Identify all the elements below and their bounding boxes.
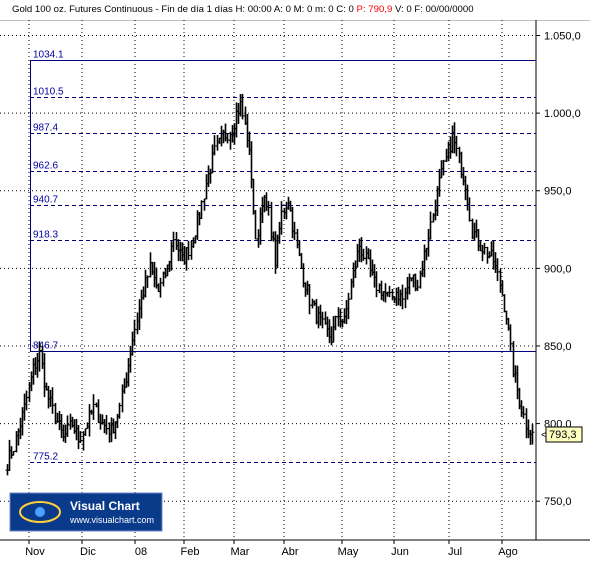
header-field-2: M: 0 [291, 4, 312, 15]
last-price-tag: < 793,3 [541, 426, 583, 443]
ohlc-bar [530, 424, 535, 445]
price-bars [5, 93, 535, 476]
y-tick-label: 750,0 [544, 496, 572, 508]
y-tick-label: 1.050,0 [544, 31, 581, 43]
header-field-7: F: 00/00/0000 [412, 4, 474, 15]
y-tick-label: 950,0 [544, 186, 572, 198]
last-price-value: 793,3 [549, 429, 577, 441]
header-field-6: V: 0 [392, 4, 411, 15]
x-axis: Nov Dic 08 Feb Mar Abr May Jun Jul Ago [25, 540, 518, 558]
header-field-0: H: 00:00 [235, 4, 271, 15]
logo-name: Visual Chart [70, 499, 140, 513]
header-field-3: m: 0 [312, 4, 333, 15]
header-bar: Gold 100 oz. Futures Continuous - Fin de… [0, 0, 590, 20]
x-tick-label: Jul [448, 546, 462, 558]
x-tick-label: Ago [498, 546, 518, 558]
last-price-arrow: < [541, 430, 547, 441]
level-label: 1010.5 [33, 87, 64, 98]
level-label: 987.4 [33, 123, 58, 134]
level-label: 775.2 [33, 452, 58, 463]
level-label: 940.7 [33, 195, 58, 206]
header-text: Gold 100 oz. Futures Continuous - Fin de… [12, 4, 474, 15]
header-field-4: C: 0 [334, 4, 354, 15]
x-tick-label: May [338, 546, 359, 558]
y-tick-label: 900,0 [544, 263, 572, 275]
x-tick-label: Dic [80, 546, 96, 558]
level-label: 962.6 [33, 161, 58, 172]
header-field-1: A: 0 [272, 4, 291, 15]
x-tick-label: Abr [281, 546, 298, 558]
header-symbol: Gold 100 oz. Futures Continuous [12, 4, 153, 15]
x-tick-label: Feb [181, 546, 200, 558]
fib-levels: 1034.1 1010.5 987.4 962.6 940.7 918.3 846.7 775… [30, 50, 536, 463]
x-tick-label: Nov [25, 546, 45, 558]
header-field-5: P: 790,9 [354, 4, 392, 15]
x-tick-label: Jun [391, 546, 409, 558]
level-label: 918.3 [33, 230, 58, 241]
grid [0, 20, 536, 540]
logo-swoosh-icon [19, 501, 61, 523]
last-price-box [545, 426, 583, 443]
visual-chart-logo: Visual Chart www.visualchart.com [9, 492, 163, 532]
level-label: 846.7 [33, 341, 58, 352]
x-tick-label: 08 [135, 546, 147, 558]
header-timeframe: Fin de día 1 días [161, 4, 233, 15]
y-tick-label: 850,0 [544, 341, 572, 353]
y-tick-label: 1.000,0 [544, 108, 581, 120]
logo-globe-icon [35, 507, 45, 517]
x-tick-label: Mar [231, 546, 250, 558]
logo-url: www.visualchart.com [69, 515, 154, 525]
level-label: 1034.1 [33, 50, 64, 61]
